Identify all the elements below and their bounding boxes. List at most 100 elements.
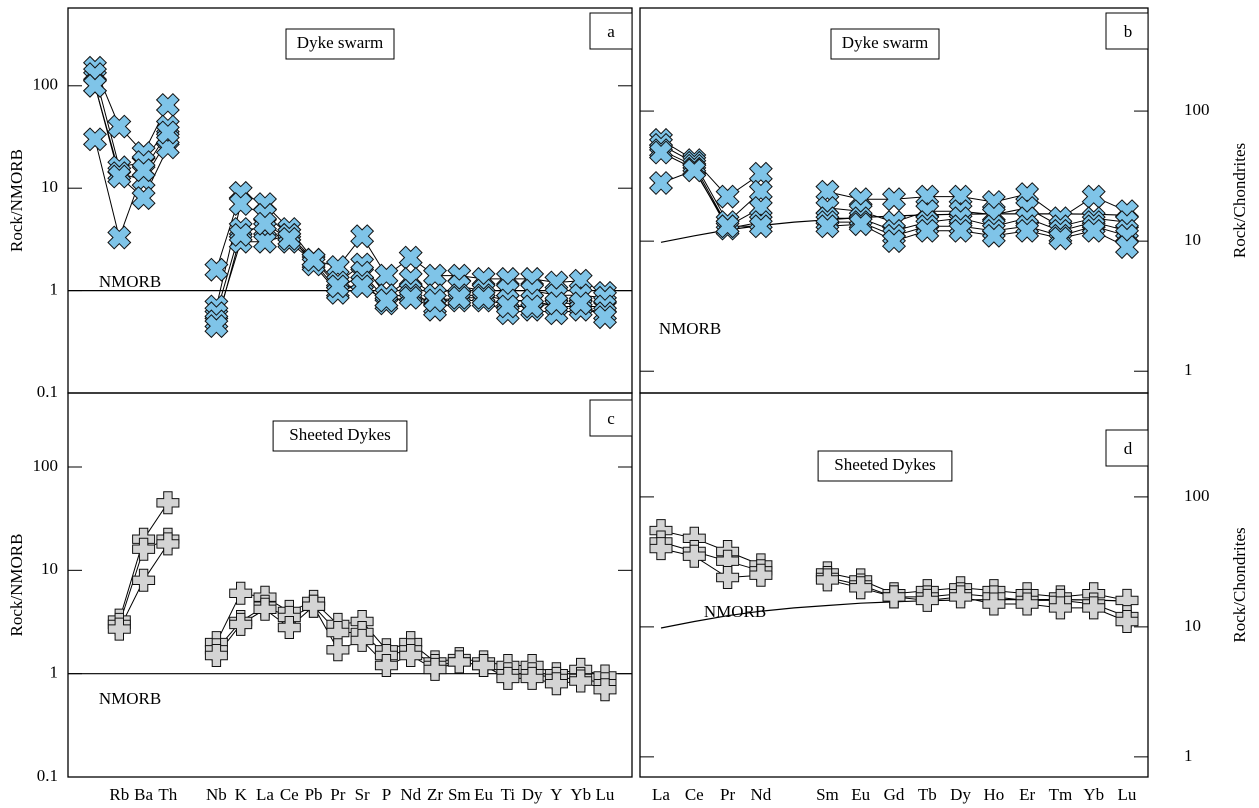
data-point — [682, 158, 707, 183]
x-tick-label: Th — [158, 785, 177, 804]
reference-label: NMORB — [704, 602, 766, 621]
data-point — [204, 314, 229, 339]
data-point — [277, 616, 301, 639]
x-tick-label: K — [235, 785, 248, 804]
y-tick-label: 10 — [1184, 616, 1201, 635]
x-tick-label: La — [652, 785, 670, 804]
data-point — [593, 678, 617, 702]
series-line — [660, 541, 1128, 618]
data-point — [544, 291, 569, 316]
x-tick-label: Eu — [474, 785, 493, 804]
x-tick-label: Nd — [400, 785, 421, 804]
data-point — [1081, 218, 1106, 243]
x-tick-label: La — [256, 785, 274, 804]
plot-frame — [67, 392, 633, 778]
data-point — [447, 650, 471, 674]
x-tick-label: Yb — [1083, 785, 1104, 804]
y-tick-label: 10 — [41, 559, 58, 578]
data-point — [1015, 218, 1040, 243]
data-point — [229, 581, 253, 605]
data-point — [399, 644, 423, 667]
data-point — [422, 288, 448, 313]
series-line — [660, 548, 1128, 622]
title-box — [830, 28, 940, 60]
plot-frame — [639, 392, 1149, 778]
data-point — [1015, 592, 1039, 616]
data-point — [447, 285, 472, 310]
data-point — [1081, 184, 1106, 209]
x-tick-label: Ce — [280, 785, 299, 804]
data-point — [682, 544, 706, 568]
data-point — [520, 666, 544, 690]
x-tick-label: Lu — [1118, 785, 1137, 804]
data-point — [325, 274, 350, 299]
panel-label-box — [589, 12, 633, 50]
x-tick-label: Gd — [884, 785, 905, 804]
data-point — [949, 585, 973, 609]
x-tick-label: Sr — [355, 785, 370, 804]
data-point — [749, 563, 773, 587]
series-line — [660, 144, 1128, 227]
data-point — [1082, 596, 1106, 620]
y-tick-label: 1 — [1184, 746, 1193, 765]
data-point — [107, 225, 132, 250]
panel-title: Dyke swarm — [297, 33, 383, 52]
title-box — [272, 420, 408, 452]
x-tick-label: Dy — [522, 785, 543, 804]
data-point — [472, 654, 496, 677]
data-point — [155, 92, 180, 117]
data-point — [350, 274, 375, 299]
x-tick-label: Yb — [570, 785, 591, 804]
y-tick-label: 10 — [1184, 230, 1201, 249]
data-point — [107, 617, 131, 641]
data-point — [648, 140, 674, 165]
x-tick-label: Sm — [816, 785, 839, 804]
data-point — [715, 214, 740, 239]
y-axis-label: Rock/Chondrites — [1230, 527, 1249, 642]
data-point — [569, 669, 593, 693]
series-line — [660, 530, 1128, 601]
data-point — [948, 218, 973, 243]
panel-title: Dyke swarm — [842, 33, 928, 52]
data-point — [374, 654, 398, 677]
y-tick-label: 100 — [1184, 100, 1210, 119]
x-tick-label: Ce — [685, 785, 704, 804]
data-point — [107, 164, 132, 189]
data-point — [156, 532, 180, 556]
data-point — [398, 245, 423, 270]
data-point — [132, 537, 156, 561]
y-axis-label: Rock/NMORB — [7, 534, 26, 637]
x-tick-label: Y — [550, 785, 562, 804]
data-point — [229, 612, 253, 636]
series-line — [660, 149, 1128, 232]
data-point — [495, 294, 520, 319]
data-point — [848, 212, 873, 237]
panel-label-box — [589, 399, 633, 437]
panel-title: Sheeted Dykes — [834, 455, 936, 474]
y-axis-label: Rock/NMORB — [7, 149, 26, 252]
x-tick-label: Pb — [305, 785, 323, 804]
x-tick-label: Ti — [501, 785, 516, 804]
data-point — [423, 657, 447, 681]
data-point — [1048, 226, 1073, 251]
data-point — [228, 222, 253, 247]
x-tick-label: P — [382, 785, 391, 804]
x-tick-label: Nb — [206, 785, 227, 804]
y-tick-label: 1 — [50, 663, 59, 682]
panel-label-box — [1105, 12, 1149, 50]
title-box — [817, 450, 953, 482]
data-point — [471, 285, 496, 310]
y-tick-label: 100 — [1184, 486, 1210, 505]
data-point — [648, 170, 674, 196]
data-point — [544, 672, 568, 696]
panel-title: Sheeted Dykes — [289, 425, 391, 444]
data-point — [252, 211, 278, 236]
data-point — [649, 537, 673, 561]
data-point — [982, 592, 1006, 616]
data-point — [156, 491, 180, 515]
data-point — [131, 158, 156, 183]
x-tick-label: Rb — [109, 785, 129, 804]
data-point — [882, 585, 906, 609]
data-point — [398, 285, 423, 310]
